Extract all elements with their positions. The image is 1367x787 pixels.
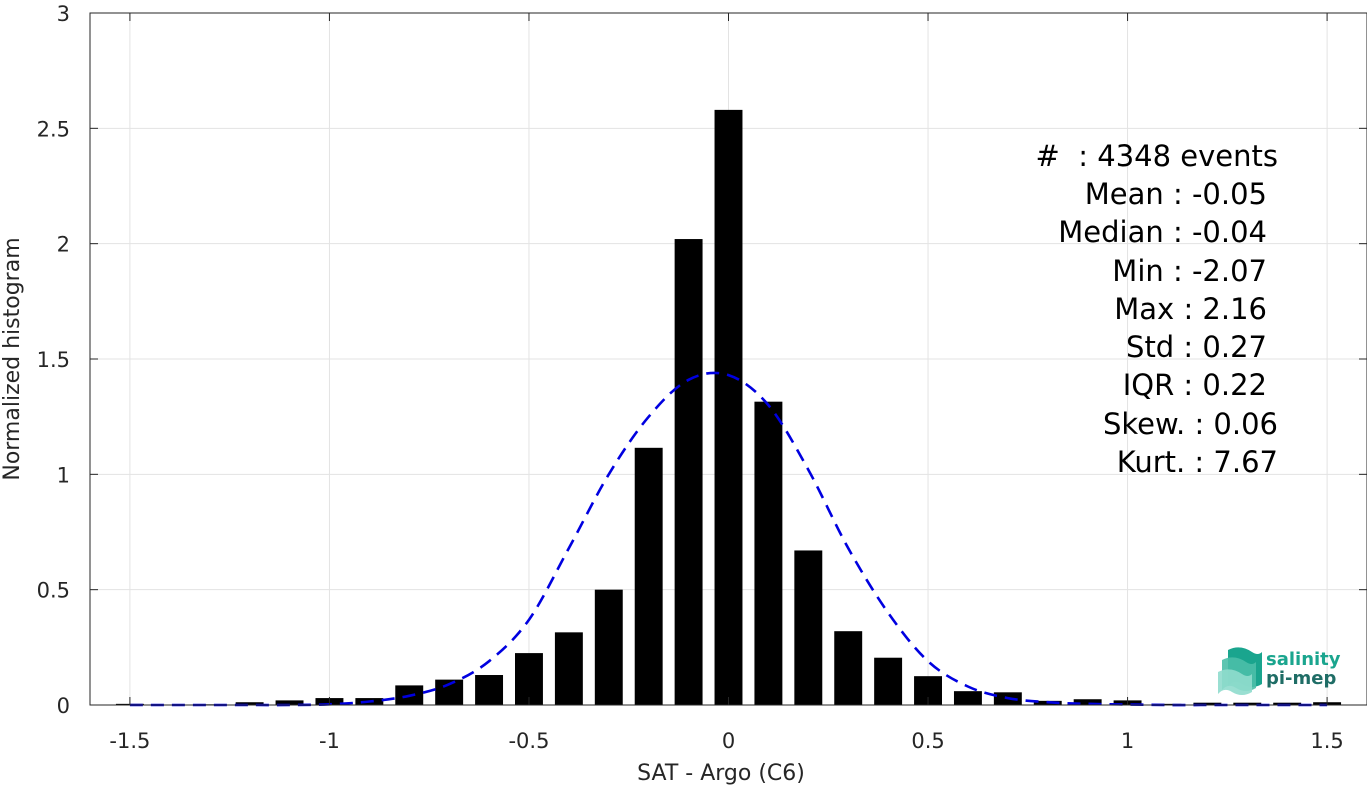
histogram-bar — [275, 700, 304, 705]
stats-box: # : 4348 events Mean : -0.05 Median : -0… — [1036, 139, 1278, 479]
y-tick-label: 0.5 — [37, 579, 70, 603]
histogram-bar — [953, 691, 982, 705]
x-tick-labels: -1.5 -1 -0.5 0 0.5 1 1.5 — [109, 729, 1343, 753]
y-tick-labels: 0 0.5 1 1.5 2 2.5 3 — [37, 2, 70, 718]
y-tick-label: 0 — [57, 694, 70, 718]
axis-ticks — [90, 12, 1367, 706]
stats-max: Max : 2.16 — [1114, 292, 1267, 326]
histogram-bars — [115, 109, 1342, 705]
histogram-bar — [475, 675, 504, 705]
x-tick-label: 0 — [722, 729, 735, 753]
histogram-bar — [834, 631, 863, 705]
logo-text-pi-mep: pi-mep — [1266, 668, 1336, 689]
y-tick-label: 2 — [57, 233, 70, 257]
y-axis-label: Normalized histogram — [0, 237, 25, 480]
salinity-pi-mep-logo: salinity pi-mep — [1218, 647, 1341, 695]
x-tick-label: 1 — [1121, 729, 1134, 753]
stats-kurt: Kurt. : 7.67 — [1117, 445, 1278, 479]
histogram-bar — [1193, 702, 1222, 705]
x-tick-label: -1.5 — [109, 729, 150, 753]
x-tick-label: -0.5 — [508, 729, 549, 753]
histogram-bar — [634, 447, 663, 705]
x-tick-label: 0.5 — [911, 729, 944, 753]
y-tick-label: 1.5 — [37, 348, 70, 372]
histogram-bar — [754, 401, 783, 705]
stats-median: Median : -0.04 — [1058, 215, 1267, 249]
stats-std: Std : 0.27 — [1126, 330, 1267, 364]
histogram-bar — [674, 239, 703, 705]
x-tick-label: -1 — [319, 729, 340, 753]
histogram-bar — [1073, 699, 1102, 705]
logo-text-salinity: salinity — [1266, 649, 1341, 670]
histogram-bar — [554, 632, 583, 705]
y-tick-label: 1 — [57, 463, 70, 487]
stats-count: # : 4348 events — [1036, 139, 1278, 173]
stats-min: Min : -2.07 — [1112, 254, 1267, 288]
gaussian-fit-curve — [129, 371, 1328, 707]
y-tick-label: 2.5 — [37, 117, 70, 141]
wave-stack-icon — [1218, 647, 1262, 695]
histogram-bar — [794, 550, 823, 705]
x-tick-label: 1.5 — [1310, 729, 1343, 753]
histogram-bar — [874, 657, 903, 705]
stats-mean: Mean : -0.05 — [1085, 177, 1267, 211]
y-tick-label: 3 — [57, 2, 70, 26]
histogram-bar — [714, 109, 743, 705]
histogram-bar — [235, 702, 264, 705]
histogram-bar — [1153, 703, 1182, 705]
stats-skew: Skew. : 0.06 — [1103, 407, 1278, 441]
stats-iqr: IQR : 0.22 — [1123, 368, 1267, 402]
x-axis-label: SAT - Argo (C6) — [637, 761, 805, 786]
histogram-bar — [515, 653, 543, 705]
histogram-bar — [594, 589, 623, 705]
